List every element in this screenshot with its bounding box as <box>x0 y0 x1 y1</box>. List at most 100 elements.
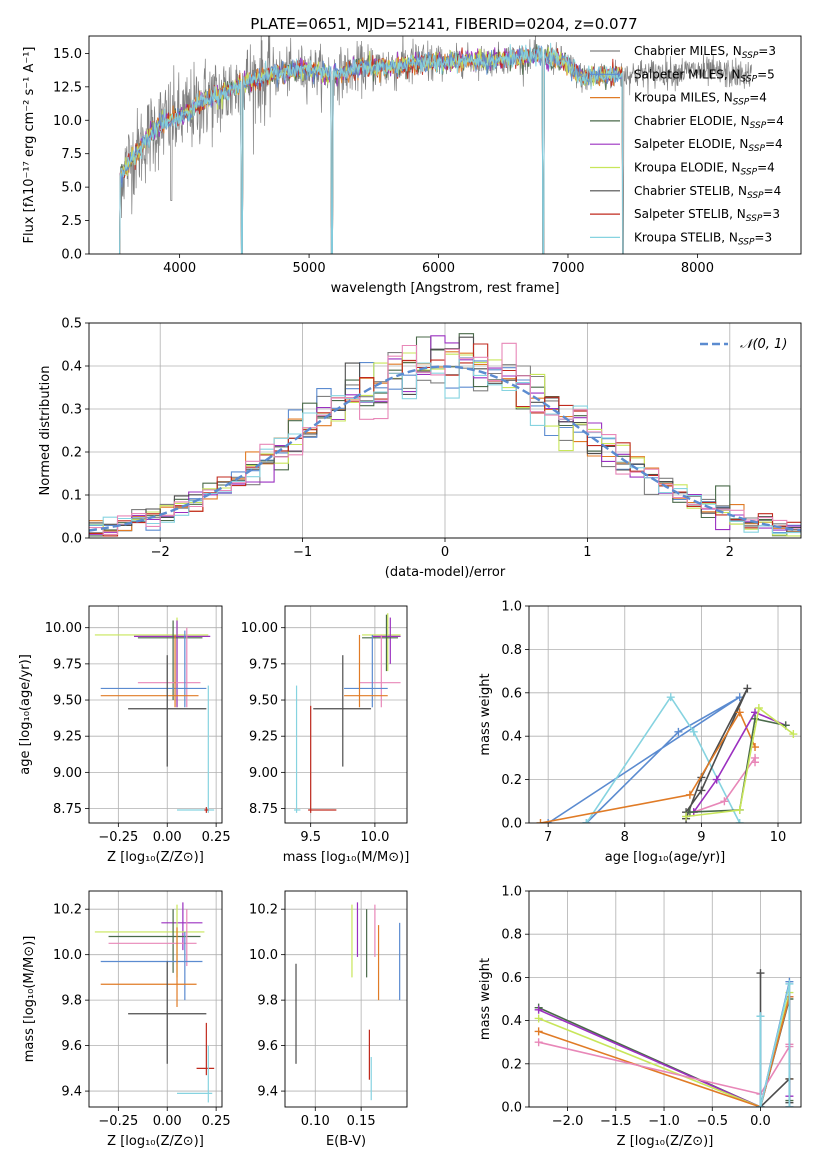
weight-marker <box>735 805 744 814</box>
weight-line <box>540 710 756 823</box>
legend-entry-eq: = <box>749 91 759 105</box>
y-tick-label: 10.0 <box>53 114 82 129</box>
x-axis-label: E(B-V) <box>326 1134 366 1149</box>
legend-entry-nssp: 4 <box>759 91 767 105</box>
y-tick-label: 9.8 <box>61 994 82 1009</box>
y-tick-label: 10.00 <box>45 621 82 636</box>
x-tick-label: 0.15 <box>347 1114 376 1129</box>
legend-entry: Salpeter MILES, NSSP=5 <box>634 67 775 84</box>
y-tick-label: 0.0 <box>501 817 522 832</box>
legend-entry-sub: SSP <box>741 168 758 178</box>
legend-entry: Kroupa STELIB, NSSP=3 <box>634 230 772 247</box>
x-tick-label: 10.0 <box>360 830 389 845</box>
x-tick-label: 8 <box>621 830 629 845</box>
weight-marker <box>674 727 683 736</box>
y-tick-label: 0.6 <box>501 686 522 701</box>
weight-marker <box>756 1012 765 1021</box>
legend-entry-eq: = <box>757 67 767 81</box>
legend-entry-sub: SSP <box>750 121 767 131</box>
y-axis-label: mass [log₁₀(M/M⊙)] <box>22 936 37 1063</box>
weight-marker <box>756 1103 765 1107</box>
histogram-step <box>89 342 801 535</box>
y-tick-label: 9.6 <box>61 1039 82 1054</box>
y-tick-label: 0.4 <box>501 730 522 745</box>
x-tick-label: 1 <box>583 545 591 560</box>
weight-marker <box>751 758 760 767</box>
y-tick-label: 9.00 <box>53 766 82 781</box>
legend-entry-eq: = <box>757 161 767 175</box>
x-tick-label: 7000 <box>551 261 584 276</box>
axes-frame <box>88 890 223 1108</box>
y-tick-label: 7.5 <box>61 147 82 162</box>
axes-frame <box>88 322 802 539</box>
legend-entry-nssp: 4 <box>776 114 784 128</box>
legend-entry-sub: SSP <box>742 51 759 61</box>
legend-entry-name: Salpeter ELODIE <box>634 137 732 151</box>
y-tick-label: 9.25 <box>53 730 82 745</box>
y-tick-label: 9.50 <box>53 694 82 709</box>
legend-entry-n: , N <box>724 67 741 81</box>
x-axis-label: Z [log₁₀(Z/Z⊙)] <box>107 850 204 865</box>
legend-entry-eq: = <box>766 114 776 128</box>
weight-marker <box>751 714 760 723</box>
weight-marker <box>666 693 675 702</box>
y-tick-label: 0.1 <box>61 489 82 504</box>
legend: 𝒩(0, 1) <box>700 337 787 352</box>
x-tick-label: −0.25 <box>98 1114 138 1129</box>
legend-entry-nssp: 4 <box>774 184 782 198</box>
x-tick-label: 9 <box>697 830 705 845</box>
plot-area <box>534 969 794 1107</box>
y-tick-label: 0.6 <box>501 971 522 986</box>
y-tick-label: 2.5 <box>61 214 82 229</box>
plot-area <box>94 617 215 813</box>
spectrum-line <box>118 45 624 254</box>
weight-vs-metallicity-panel: −2.0 −1.5 −1.0 −0.5 0.0 0.0 0.2 0.4 0.6 0.8 1.0 Z [… <box>478 885 802 1149</box>
y-axis-label: mass weight <box>478 673 493 755</box>
y-tick-label: 0.4 <box>501 1014 522 1029</box>
legend-entry-n: , N <box>730 184 747 198</box>
legend-entry-nssp: 3 <box>768 44 776 58</box>
y-tick-label: 9.8 <box>257 994 278 1009</box>
legend-entry: Chabrier MILES, NSSP=3 <box>634 44 776 61</box>
y-tick-label: 10.2 <box>249 903 278 918</box>
weight-marker <box>756 969 765 978</box>
weight-line <box>693 711 787 813</box>
weight-line <box>686 706 794 818</box>
y-tick-label: 10.2 <box>53 903 82 918</box>
y-axis-label: Flux [fλ10⁻¹⁷ erg cm⁻² s⁻¹ A⁻¹] <box>22 47 37 244</box>
x-tick-label: 2 <box>726 545 734 560</box>
legend-entry: Kroupa MILES, NSSP=4 <box>634 91 767 108</box>
legend-entry-n: , N <box>733 114 750 128</box>
legend-entry-n: , N <box>716 91 733 105</box>
x-axis-label: mass [log₁₀(M/M⊙)] <box>283 850 410 865</box>
weight-line <box>547 696 741 823</box>
x-tick-label: 0.00 <box>153 1114 182 1129</box>
legend-entry-nssp: 4 <box>775 137 783 151</box>
axes-frame <box>528 605 802 824</box>
y-tick-label: 0.4 <box>61 360 82 375</box>
weight-marker <box>697 786 706 795</box>
x-tick-label: −0.5 <box>696 1114 728 1129</box>
figure-title: PLATE=0651, MJD=52141, FIBERID=0204, z=0… <box>250 15 637 33</box>
legend-entry-eq: = <box>764 184 774 198</box>
y-tick-label: 10.0 <box>53 948 82 963</box>
x-tick-label: −1.5 <box>600 1114 632 1129</box>
axes-frame <box>528 890 802 1108</box>
y-tick-label: 9.50 <box>249 694 278 709</box>
legend-entry-sub: SSP <box>748 144 765 154</box>
weight-line <box>689 717 786 813</box>
y-tick-label: 9.00 <box>249 766 278 781</box>
legend-entry: Salpeter ELODIE, NSSP=4 <box>634 137 783 154</box>
legend-entry-sub: SSP <box>747 191 764 201</box>
legend-entry-nssp: 4 <box>767 161 775 175</box>
plot-area <box>295 902 401 1101</box>
y-tick-label: 8.75 <box>53 802 82 817</box>
y-tick-label: 10.0 <box>249 948 278 963</box>
legend-entry-name: Salpeter MILES <box>634 67 724 81</box>
age-vs-metallicity-panel: −0.25 0.00 0.25 8.75 9.00 9.25 9.50 9.75 10.00 Z … <box>18 605 231 865</box>
weight-marker <box>685 790 694 799</box>
y-tick-label: 9.4 <box>61 1085 82 1100</box>
x-axis-label: Z [log₁₀(Z/Z⊙)] <box>617 1134 714 1149</box>
